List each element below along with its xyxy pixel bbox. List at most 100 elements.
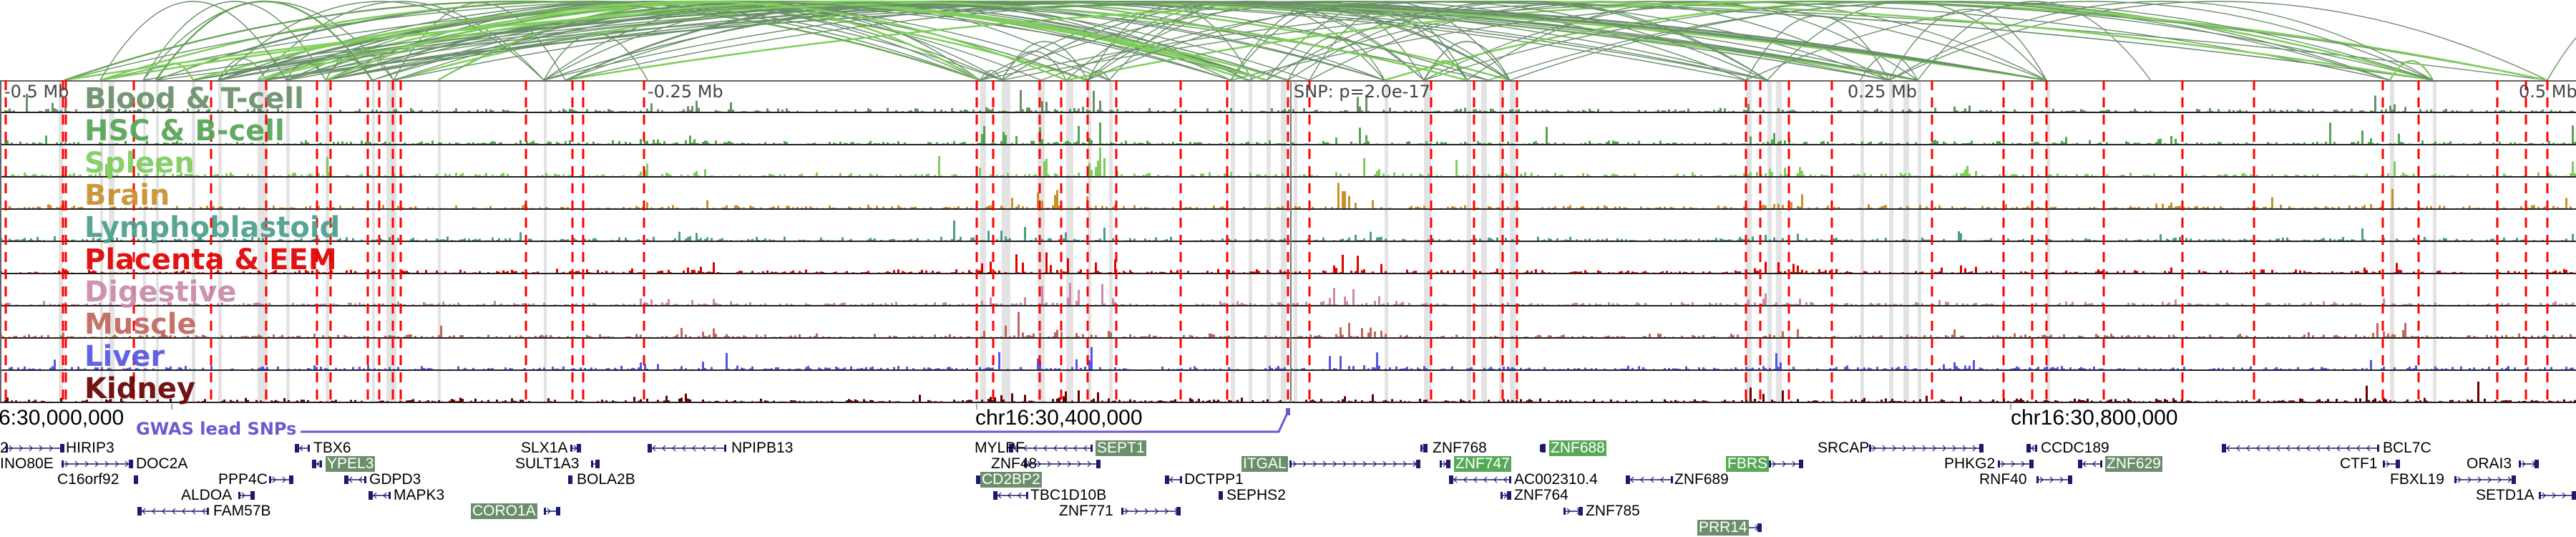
- snp-pvalue-label: SNP: p=2.0e-17: [1294, 82, 1430, 102]
- scale-label-0.25mb: 0.25 Mb: [1848, 82, 1918, 102]
- strand-arrow-icon: [997, 492, 1002, 499]
- gene-label-ino80e[interactable]: INO80E: [0, 455, 54, 472]
- gene-label-phkg2[interactable]: PHKG2: [1944, 455, 1996, 472]
- strand-arrow-icon: [692, 445, 696, 452]
- gene-exon: [1416, 460, 1420, 468]
- gwas-snp-marker[interactable]: [1286, 408, 1290, 415]
- gene-exon: [6, 445, 8, 452]
- signal-blood-t-cell: [4, 90, 2574, 112]
- gene-label-znf48[interactable]: ZNF48: [991, 455, 1038, 472]
- gene-label-fbrs[interactable]: FBRS: [1726, 455, 1770, 472]
- gene-label-setd1a[interactable]: SETD1A: [2476, 487, 2534, 503]
- gene-exon: [1501, 492, 1503, 499]
- gene-label-cd2bp2[interactable]: CD2BP2: [980, 471, 1042, 488]
- gene-label-ctf1[interactable]: CTF1: [2340, 455, 2378, 472]
- strand-arrow-icon: [1942, 445, 1946, 452]
- gene-exon: [2026, 444, 2031, 453]
- gene-label-prr14[interactable]: PRR14: [1697, 519, 1749, 536]
- gene-exon: [724, 445, 726, 452]
- interaction-arc: [1087, 5, 1253, 81]
- gene-label-sult1a3[interactable]: SULT1A3: [515, 455, 580, 472]
- gene-label-rnf40[interactable]: RNF40: [1979, 471, 2027, 488]
- gene-label-hirip3[interactable]: HIRIP3: [66, 440, 114, 456]
- gene-label-bcl7c[interactable]: BCL7C: [2383, 440, 2431, 456]
- strand-arrow-icon: [241, 492, 245, 499]
- gene-exon: [556, 507, 560, 516]
- gene-label-mylpf[interactable]: MYLPF: [975, 440, 1025, 456]
- gene-exon: [2512, 475, 2516, 484]
- gene-exon: [129, 460, 133, 468]
- strand-arrow-icon: [1037, 460, 1041, 468]
- gene-label-npipb13[interactable]: NPIPB13: [731, 440, 794, 456]
- gene-label-ccdc189[interactable]: CCDC189: [2041, 440, 2109, 456]
- strand-arrow-icon: [1033, 445, 1038, 452]
- strand-arrow-icon: [2346, 445, 2351, 452]
- interaction-arc: [565, 1, 1918, 81]
- gene-label-fbxl19[interactable]: FBXL19: [2390, 471, 2444, 488]
- gene-exon: [2068, 475, 2072, 484]
- gene-label-znf768[interactable]: ZNF768: [1433, 440, 1487, 456]
- gene-label-ypel3[interactable]: YPEL3: [326, 455, 376, 472]
- gene-label-znf747[interactable]: ZNF747: [1454, 455, 1511, 472]
- gene-label-ppp4c[interactable]: PPP4C: [218, 471, 268, 488]
- strand-arrow-icon: [162, 508, 166, 515]
- gene-label-aldoa[interactable]: ALDOA: [181, 487, 233, 503]
- signal-kidney: [4, 382, 2576, 402]
- strand-arrow-icon: [2366, 445, 2371, 452]
- gene-exon: [1998, 460, 2000, 468]
- strand-arrow-icon: [2457, 476, 2462, 483]
- strand-arrow-icon: [1872, 445, 1876, 452]
- gwas-snp-connector: [301, 411, 1289, 433]
- gene-label-dctpp1[interactable]: DCTPP1: [1184, 471, 1244, 488]
- gene-track: [6, 404, 2576, 532]
- interaction-arc: [1423, 1, 2391, 81]
- gene-label-ac002310.4[interactable]: AC002310.4: [1514, 471, 1598, 488]
- strand-arrow-icon: [2092, 460, 2097, 468]
- gene-label-srcap[interactable]: SRCAP: [1818, 440, 1870, 456]
- gene-label-mapk3[interactable]: MAPK3: [394, 487, 445, 503]
- gene-label-znf688[interactable]: ZNF688: [1549, 440, 1606, 456]
- strand-arrow-icon: [2487, 476, 2492, 483]
- gene-exon: [1579, 507, 1583, 516]
- gene-exon: [238, 492, 240, 499]
- strand-arrow-icon: [672, 445, 676, 452]
- gene-label-gdpd3[interactable]: GDPD3: [369, 471, 421, 488]
- gene-exon: [320, 460, 322, 468]
- gene-label-sephs2[interactable]: SEPHS2: [1226, 487, 1286, 503]
- gene-label-orai3[interactable]: ORAI3: [2467, 455, 2512, 472]
- strand-arrow-icon: [702, 445, 706, 452]
- gene-label-znf629[interactable]: ZNF629: [2105, 455, 2162, 472]
- gene-label-sept1[interactable]: SEPT1: [1096, 440, 1146, 456]
- gene-label-znf785[interactable]: ZNF785: [1586, 503, 1640, 519]
- interaction-arc: [218, 1, 545, 81]
- gene-label-slx1a[interactable]: SLX1A: [521, 440, 568, 456]
- strand-arrow-icon: [84, 460, 89, 468]
- interaction-arc: [2547, 37, 2576, 81]
- gene-label-itgal[interactable]: ITGAL: [1241, 455, 1288, 472]
- strand-arrow-icon: [1067, 460, 1071, 468]
- interaction-arc: [192, 1, 1747, 81]
- gene-exon: [1507, 491, 1511, 500]
- strand-arrow-icon: [1312, 460, 1317, 468]
- gene-label-znf764[interactable]: ZNF764: [1514, 487, 1568, 503]
- gene-label-c16orf92[interactable]: C16orf92: [57, 471, 119, 488]
- strand-arrow-icon: [1892, 445, 1896, 452]
- gene-exon: [2519, 460, 2521, 468]
- gene-label-znf689[interactable]: ZNF689: [1674, 471, 1729, 488]
- gene-label-doc2a[interactable]: DOC2A: [136, 455, 188, 472]
- gene-label-tbc1d10b[interactable]: TBC1D10B: [1030, 487, 1107, 503]
- gene-label-coro1a[interactable]: CORO1A: [471, 503, 537, 519]
- strand-arrow-icon: [1322, 460, 1327, 468]
- strand-arrow-icon: [1013, 445, 1018, 452]
- gene-label-znf771[interactable]: ZNF771: [1059, 503, 1113, 519]
- strand-arrow-icon: [1493, 476, 1498, 483]
- gene-label-fam57b[interactable]: FAM57B: [213, 503, 271, 519]
- gene-exon: [295, 444, 299, 453]
- gene-exon: [289, 475, 293, 484]
- gene-label-tbx6[interactable]: TBX6: [313, 440, 351, 456]
- gene-exon: [544, 508, 546, 515]
- strand-arrow-icon: [1660, 476, 1664, 483]
- gene-label-bola2b[interactable]: BOLA2B: [577, 471, 635, 488]
- coordinate-label: 6:30,000,000: [0, 406, 125, 430]
- gene-label-2[interactable]: 2: [0, 440, 9, 456]
